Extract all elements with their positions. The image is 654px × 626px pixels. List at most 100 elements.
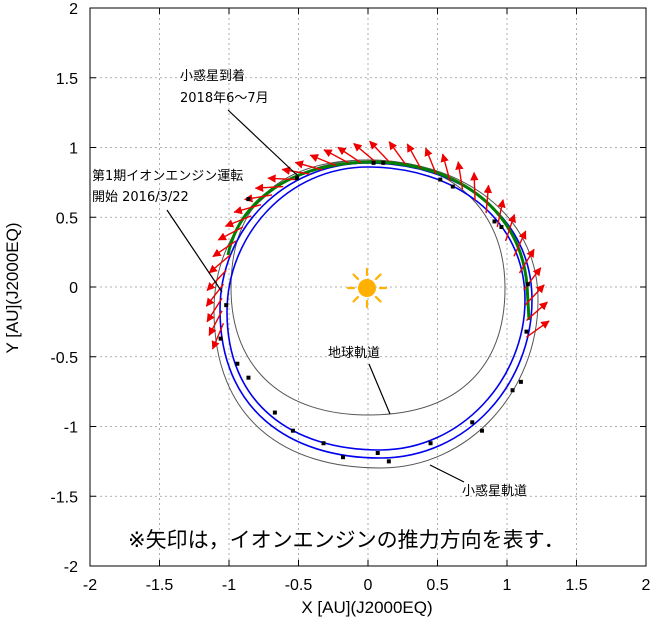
thrust-arrow bbox=[208, 254, 231, 274]
y-tick-label: -1 bbox=[64, 420, 78, 437]
thrust-arrow bbox=[369, 140, 390, 162]
ion-engine-arc-right bbox=[371, 160, 531, 321]
thrust-arrows bbox=[205, 140, 550, 350]
earth-orbit-leader bbox=[368, 363, 391, 415]
thrust-arrow bbox=[504, 213, 516, 242]
spacecraft-position-marker bbox=[235, 361, 240, 366]
thrust-arrow bbox=[388, 141, 407, 165]
y-tick-label: 0 bbox=[69, 280, 78, 297]
spacecraft-position-marker bbox=[371, 160, 376, 165]
spacecraft-position-marker bbox=[246, 375, 251, 380]
x-tick-label: 1 bbox=[503, 577, 512, 594]
thrust-arrow bbox=[513, 230, 527, 257]
spacecraft-position-marker bbox=[510, 388, 515, 393]
arrival-leader bbox=[227, 109, 299, 177]
annotation-leaders bbox=[166, 109, 465, 483]
spacecraft-position-marker bbox=[525, 282, 530, 287]
y-tick-label: 1 bbox=[69, 141, 78, 158]
arrival-label-line2: 2018年6～7月 bbox=[180, 91, 269, 106]
thrust-arrow bbox=[525, 301, 548, 322]
spacecraft-markers bbox=[218, 160, 530, 464]
spacecraft-position-marker bbox=[470, 420, 475, 425]
spacecraft-position-marker bbox=[295, 176, 300, 181]
engine-start-leader bbox=[166, 209, 223, 293]
ion-engine-arc-left bbox=[226, 160, 373, 256]
spacecraft-position-marker bbox=[290, 428, 295, 433]
thrust-arrow bbox=[526, 320, 550, 338]
x-tick-label: 0 bbox=[364, 577, 373, 594]
thrust-arrow bbox=[518, 248, 535, 274]
thrust-note: ※矢印は，イオンエンジンの推力方向を表す． bbox=[128, 528, 565, 552]
thrust-arrow bbox=[212, 240, 237, 258]
x-tick-label: -1 bbox=[222, 577, 236, 594]
spacecraft-position-marker bbox=[218, 336, 223, 341]
spacecraft-position-marker bbox=[499, 225, 504, 230]
spacecraft-position-marker bbox=[246, 197, 251, 202]
thrust-arrow bbox=[267, 174, 296, 183]
thrust-arrow bbox=[254, 183, 284, 192]
asteroid-orbit-label: 小惑星軌道 bbox=[462, 483, 527, 499]
spacecraft-position-marker bbox=[340, 455, 345, 460]
spacecraft-position-marker bbox=[386, 459, 391, 464]
earth-orbit bbox=[230, 159, 506, 416]
thrust-arrow bbox=[206, 297, 223, 323]
y-tick-label: -0.5 bbox=[50, 350, 78, 367]
thrust-arrow bbox=[496, 199, 506, 228]
thrust-arrow bbox=[455, 161, 464, 190]
y-tick-label: 1.5 bbox=[56, 71, 78, 88]
y-axis-title: Y [AU](J2000EQ) bbox=[3, 222, 22, 353]
thrust-arrow bbox=[470, 171, 479, 201]
y-tick-label: 0.5 bbox=[56, 210, 78, 227]
x-tick-label: -0.5 bbox=[285, 577, 313, 594]
earth-orbit-label: 地球軌道 bbox=[328, 345, 380, 361]
spacecraft-position-marker bbox=[428, 441, 433, 446]
spacecraft-position-marker bbox=[524, 329, 529, 334]
thrust-arrow bbox=[309, 154, 337, 167]
spacecraft-position-marker bbox=[321, 441, 326, 446]
thrust-arrow bbox=[208, 310, 223, 337]
thrust-arrow bbox=[281, 166, 310, 175]
y-tick-labels: 2 1.5 1 0.5 0 -0.5 -1 -1.5 -2 bbox=[50, 1, 78, 576]
spacecraft-position-marker bbox=[375, 451, 380, 456]
x-tick-label: 1.5 bbox=[565, 577, 587, 594]
x-axis-title: X [AU](J2000EQ) bbox=[301, 598, 432, 617]
thrust-arrow bbox=[211, 322, 225, 350]
spacecraft-orbit-inner bbox=[226, 166, 526, 451]
x-tick-label: 2 bbox=[642, 577, 651, 594]
sun-icon bbox=[346, 267, 388, 309]
thrust-arrow bbox=[424, 147, 437, 175]
spacecraft-position-marker bbox=[272, 410, 277, 415]
spacecraft-position-marker bbox=[450, 184, 455, 189]
y-tick-label: -2 bbox=[64, 559, 78, 576]
thrust-arrow bbox=[217, 226, 244, 241]
x-tick-label: -2 bbox=[83, 577, 97, 594]
orbits bbox=[213, 159, 539, 469]
y-tick-label: -1.5 bbox=[50, 489, 78, 506]
spacecraft-position-marker bbox=[438, 177, 443, 182]
axis-ticks bbox=[89, 7, 647, 567]
thrust-arrow bbox=[406, 143, 422, 169]
thrust-arrow bbox=[224, 215, 252, 228]
grid bbox=[90, 8, 646, 566]
asteroid-orbit-leader bbox=[429, 464, 465, 483]
x-tick-labels: -2 -1.5 -1 -0.5 0 0.5 1 1.5 2 bbox=[83, 577, 651, 594]
thrust-arrow bbox=[294, 160, 323, 171]
engine-start-label-line1: 第1期イオンエンジン運転 bbox=[92, 169, 243, 184]
thrust-arrow bbox=[337, 146, 362, 164]
y-tick-label: 2 bbox=[69, 1, 78, 18]
thrust-arrow bbox=[206, 269, 227, 291]
thrust-arrow bbox=[205, 283, 224, 307]
engine-start-label-line2: 開始 2016/3/22 bbox=[92, 190, 189, 205]
x-tick-label: 0.5 bbox=[426, 577, 448, 594]
arrival-label-line1: 小惑星到着 bbox=[180, 68, 245, 84]
spacecraft-position-marker bbox=[479, 428, 484, 433]
thrust-arrow bbox=[233, 204, 262, 215]
spacecraft-position-marker bbox=[224, 303, 229, 308]
spacecraft-position-marker bbox=[381, 160, 386, 165]
spacecraft-position-marker bbox=[518, 379, 523, 384]
x-tick-label: -1.5 bbox=[146, 577, 174, 594]
thrust-arrow bbox=[353, 142, 376, 162]
thrust-arrow bbox=[323, 149, 349, 164]
thrust-arrow bbox=[483, 184, 493, 214]
